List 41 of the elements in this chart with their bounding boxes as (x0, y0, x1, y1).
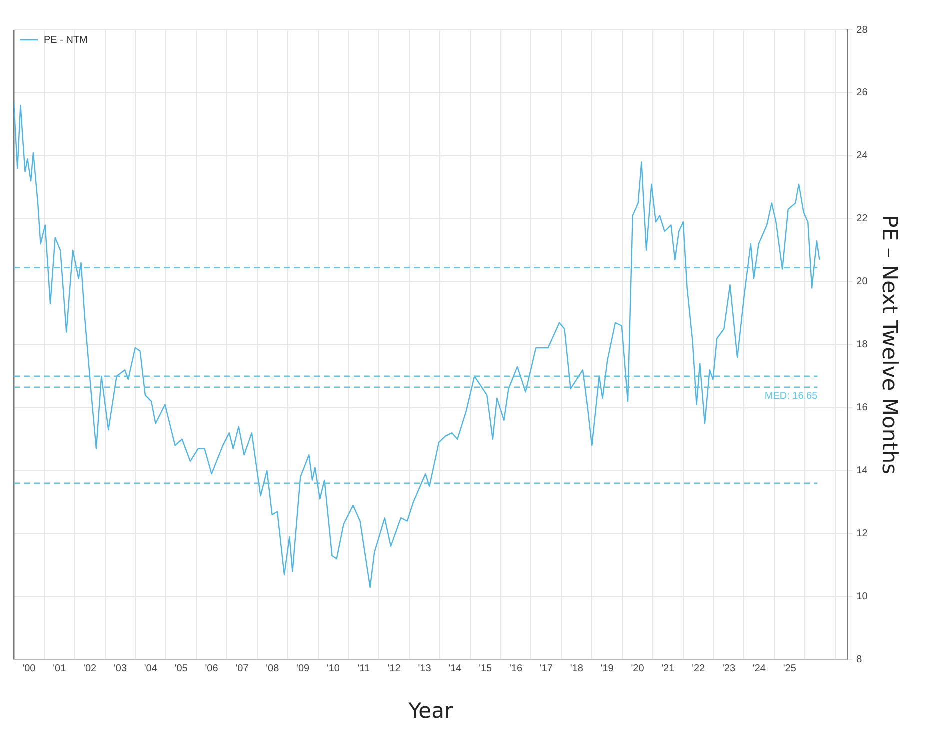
y-tick-label: 14 (856, 466, 868, 477)
x-tick-label: '00 (22, 664, 36, 675)
x-tick-label: '25 (783, 664, 797, 675)
x-tick-label: '10 (326, 664, 340, 675)
x-tick-label: '17 (540, 664, 554, 675)
x-tick-label: '12 (388, 664, 402, 675)
x-tick-label: '01 (53, 664, 67, 675)
x-tick-label: '02 (84, 664, 98, 675)
x-tick-label: '09 (296, 664, 310, 675)
x-tick-label: '15 (479, 664, 493, 675)
y-tick-label: 8 (856, 654, 863, 666)
y-tick-label: 16 (856, 402, 868, 414)
x-tick-label: '20 (631, 664, 645, 675)
y-tick-label: 26 (856, 88, 868, 99)
x-tick-label: '19 (600, 664, 614, 675)
ref-line-label: MED: 16.65 (764, 391, 818, 402)
x-tick-label: '05 (174, 664, 188, 675)
y-tick-label: 10 (856, 592, 868, 603)
x-tick-label: '13 (418, 664, 432, 675)
x-tick-label: '11 (358, 664, 370, 675)
x-tick-label: '07 (236, 664, 250, 675)
y-tick-label: 12 (856, 528, 868, 540)
x-axis-title: Year (408, 698, 454, 723)
x-tick-label: '08 (266, 664, 280, 675)
x-tick-label: '14 (448, 664, 462, 675)
x-tick-label: '24 (752, 664, 766, 675)
legend-label: PE - NTM (44, 34, 88, 46)
y-tick-label: 24 (856, 150, 868, 162)
x-tick-label: '16 (510, 664, 523, 675)
x-tick-label: '22 (692, 664, 706, 675)
y-axis-title: PE – Next Twelve Months (878, 215, 902, 475)
x-tick-label: '03 (114, 664, 128, 675)
y-tick-label: 20 (856, 276, 868, 288)
x-tick-label: '04 (144, 664, 158, 675)
x-tick-label: '18 (570, 664, 584, 675)
x-tick-label: '23 (722, 664, 736, 675)
y-tick-label: 18 (856, 340, 868, 351)
y-tick-label: 28 (856, 24, 868, 36)
y-tick-label: 22 (856, 214, 868, 225)
x-tick-label: '06 (205, 664, 219, 675)
x-tick-label: '21 (662, 664, 676, 675)
